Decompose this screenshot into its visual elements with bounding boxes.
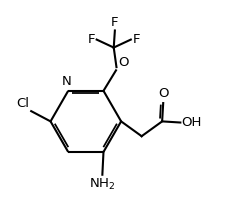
Text: F: F xyxy=(133,33,140,46)
Text: NH$_2$: NH$_2$ xyxy=(89,176,115,192)
Text: Cl: Cl xyxy=(16,97,29,110)
Text: F: F xyxy=(87,33,95,46)
Text: O: O xyxy=(158,87,168,100)
Text: N: N xyxy=(62,75,72,88)
Text: OH: OH xyxy=(181,116,202,129)
Text: O: O xyxy=(118,56,128,70)
Text: F: F xyxy=(111,16,119,29)
